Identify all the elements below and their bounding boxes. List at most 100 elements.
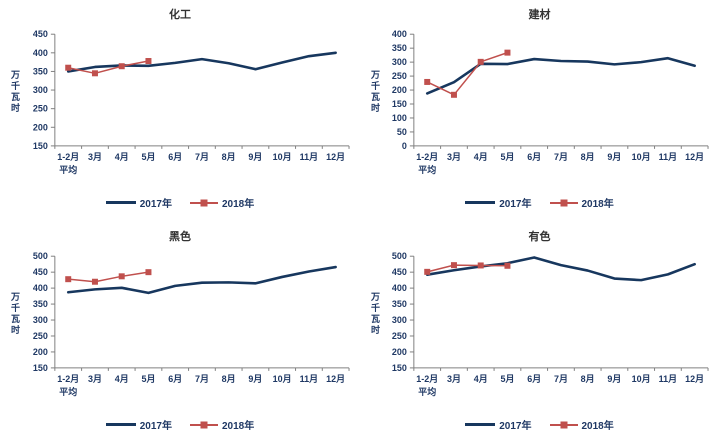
series-marker-2018年 <box>64 64 71 71</box>
legend-label-2018: 2018年 <box>222 199 255 210</box>
x-tick-label: 1-2月 <box>57 374 79 384</box>
x-tick-label: 6月 <box>168 374 182 384</box>
x-tick-label: 6月 <box>527 374 541 384</box>
legend-line-2018-icon <box>549 199 578 206</box>
legend-label-2017: 2017年 <box>499 421 532 432</box>
y-tick-label: 450 <box>32 29 47 39</box>
chart-panel-ferrous: 黑色 万千瓦时 150 200 250 300 350 400 450 500 1-2月 平均 3月… <box>0 222 360 444</box>
x-tick-label: 3月 <box>447 152 461 162</box>
x-tick-label: 5月 <box>500 374 514 384</box>
x-tick-label: 6月 <box>168 152 182 162</box>
legend-line-2017-icon <box>105 423 136 426</box>
x-tick-label: 10月 <box>272 152 291 162</box>
y-tick-label: 250 <box>32 331 47 341</box>
y-tick-label: 350 <box>392 299 407 309</box>
chart-panel-chemical: 化工 万千瓦时 150 200 250 300 350 400 450 1-2月 平均 3月 4月 5… <box>0 0 360 222</box>
series-marker-2018年 <box>91 70 98 77</box>
x-tick-label: 6月 <box>527 152 541 162</box>
y-axis-label: 万千瓦时 <box>10 292 20 336</box>
x-tick-label: 11月 <box>299 152 317 162</box>
series-marker-2018年 <box>450 262 457 269</box>
x-tick-label-line2: 平均 <box>59 164 77 175</box>
legend: 2017年 2018年 <box>465 195 614 210</box>
x-tick-label: 7月 <box>194 374 208 384</box>
legend-square-marker-icon <box>560 421 567 428</box>
x-tick-label: 9月 <box>607 152 621 162</box>
series-marker-2018年 <box>144 58 151 65</box>
legend-label-2017: 2017年 <box>139 421 172 432</box>
x-tick-label: 4月 <box>474 152 488 162</box>
x-tick-label: 5月 <box>500 152 514 162</box>
chart-title: 有色 <box>528 231 551 243</box>
y-axis-label: 万千瓦时 <box>10 70 20 114</box>
series-marker-2018年 <box>91 278 98 285</box>
y-tick-label: 100 <box>392 113 407 123</box>
x-tick-label-line2: 平均 <box>418 386 436 397</box>
y-tick-label: 200 <box>392 347 407 357</box>
x-tick-label: 11月 <box>299 374 317 384</box>
legend-line-2017-icon <box>465 201 496 204</box>
x-tick-label: 10月 <box>632 152 651 162</box>
y-tick-label: 450 <box>32 267 47 277</box>
y-tick-label: 300 <box>392 57 407 67</box>
y-tick-label: 350 <box>32 66 47 76</box>
legend-square-marker-icon <box>560 199 567 206</box>
x-tick-label: 3月 <box>447 374 461 384</box>
x-tick-label: 5月 <box>141 374 155 384</box>
x-tick-label: 11月 <box>659 152 677 162</box>
series-line-2018年 <box>66 60 149 75</box>
legend-label-2018: 2018年 <box>581 421 614 432</box>
legend-item-2017: 2017年 <box>465 417 532 432</box>
y-tick-label: 250 <box>392 71 407 81</box>
y-tick-label: 250 <box>32 104 47 114</box>
series-marker-2018年 <box>477 262 484 269</box>
legend-item-2017: 2017年 <box>465 195 532 210</box>
x-tick-label: 8月 <box>221 374 235 384</box>
legend: 2017年 2018年 <box>465 417 614 432</box>
x-tick-label: 12月 <box>326 152 345 162</box>
y-tick-label: 250 <box>392 331 407 341</box>
series-marker-2018年 <box>144 269 151 276</box>
series-marker-2018年 <box>450 91 457 98</box>
y-tick-label: 150 <box>392 99 407 109</box>
legend-line-2018-icon <box>190 199 218 206</box>
legend-item-2017: 2017年 <box>105 417 172 432</box>
x-tick-label-line2: 平均 <box>59 386 77 397</box>
y-tick-label: 400 <box>32 283 47 293</box>
legend-label-2017: 2017年 <box>499 199 532 210</box>
x-tick-label-line2: 平均 <box>418 164 436 175</box>
x-tick-label: 9月 <box>607 374 621 384</box>
legend-item-2018: 2018年 <box>190 417 254 432</box>
series-line-2017年 <box>425 56 696 95</box>
y-tick-label: 300 <box>392 315 407 325</box>
x-tick-label: 12月 <box>685 374 704 384</box>
series-line-2018年 <box>66 271 149 283</box>
x-tick-label: 5月 <box>141 152 155 162</box>
x-tick-label: 8月 <box>581 152 595 162</box>
legend: 2017年 2018年 <box>105 195 254 210</box>
x-tick-label: 3月 <box>87 374 101 384</box>
legend: 2017年 2018年 <box>105 417 254 432</box>
y-axis-label: 万千瓦时 <box>370 70 380 114</box>
y-tick-label: 150 <box>32 363 47 373</box>
x-tick-label: 7月 <box>554 374 568 384</box>
legend-item-2018: 2018年 <box>190 195 254 210</box>
y-tick-label: 400 <box>392 283 407 293</box>
series-line-2017年 <box>66 265 337 295</box>
x-tick-label: 11月 <box>659 374 677 384</box>
chart-panel-building-materials: 建材 万千瓦时 0 50 100 150 200 250 300 350 400 1-2月 平均 3月… <box>360 0 719 222</box>
y-tick-label: 150 <box>32 141 47 151</box>
y-tick-label: 300 <box>32 85 47 95</box>
chart-panel-nonferrous: 有色 万千瓦时 150 200 250 300 350 400 450 500 1-2月 平均 3月… <box>360 222 719 444</box>
y-tick-label: 350 <box>32 299 47 309</box>
series-marker-2018年 <box>504 49 511 56</box>
x-tick-label: 8月 <box>221 152 235 162</box>
x-tick-label: 4月 <box>114 374 128 384</box>
x-tick-label: 4月 <box>474 374 488 384</box>
legend-label-2018: 2018年 <box>581 199 614 210</box>
y-tick-label: 500 <box>392 251 407 261</box>
